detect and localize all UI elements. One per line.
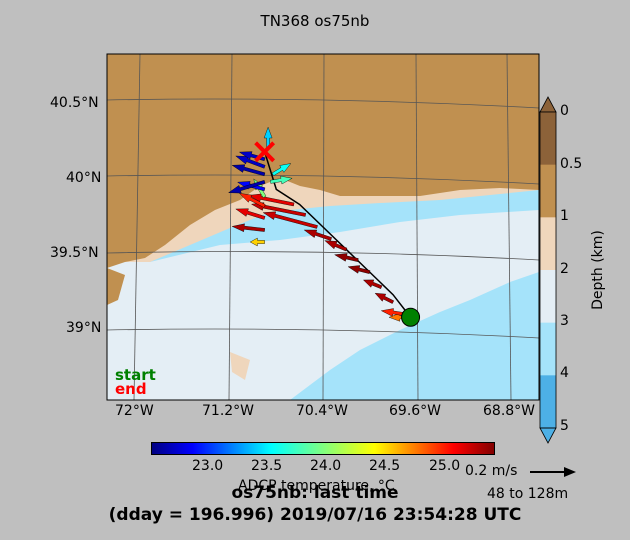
- footer-subtitle: os75nb: last time: [231, 483, 399, 503]
- depth-axis-label: Depth (km): [590, 230, 606, 310]
- depth-band: [540, 375, 556, 429]
- depth-tick: 0: [560, 103, 569, 119]
- current-vector: [249, 237, 265, 247]
- depth-band: [540, 164, 556, 218]
- depth-tick: 2: [560, 261, 569, 277]
- grid-line-lat-39.5: [107, 251, 539, 261]
- current-vector: [235, 208, 266, 220]
- current-vector: [231, 164, 266, 177]
- speed-scale-label: 0.2 m/s: [465, 463, 518, 479]
- depth-range-label: 48 to 128m: [487, 486, 569, 502]
- current-vector: [248, 193, 295, 207]
- current-vector: [263, 126, 273, 150]
- grid-line-lon-72: [133, 54, 141, 400]
- speed-scale-arrow: [530, 467, 576, 477]
- grid-line-lat-40.5: [107, 98, 539, 109]
- depth-band: [540, 217, 556, 271]
- depth-band: [540, 322, 556, 376]
- legend-end: end: [115, 380, 147, 398]
- temp-tick: 24.0: [310, 458, 342, 474]
- current-vector: [362, 279, 383, 289]
- y-tick: 39°N: [66, 320, 102, 336]
- ship-track: [263, 151, 412, 318]
- y-tick: 40°N: [66, 170, 102, 186]
- track-line: [263, 151, 412, 318]
- temp-tick: 23.5: [251, 458, 283, 474]
- x-tick: 70.4°W: [296, 403, 349, 419]
- grid-line-lat-40: [107, 174, 539, 185]
- current-vectors: [227, 126, 411, 322]
- depth-colorbar-frame: [539, 111, 557, 429]
- current-vector: [333, 253, 359, 262]
- x-tick: 69.6°W: [389, 403, 442, 419]
- depth-tick: 4: [560, 365, 569, 381]
- temperature-colorbar: [151, 442, 495, 455]
- current-vector: [227, 180, 266, 194]
- grid-line-lon-71.2: [228, 54, 233, 400]
- current-vector: [271, 163, 292, 176]
- current-vector: [231, 223, 266, 232]
- depth-band: [540, 112, 556, 166]
- footer-timestamp: (dday = 196.996) 2019/07/16 23:54:28 UTC: [108, 505, 522, 525]
- y-tick: 40.5°N: [50, 95, 99, 111]
- x-tick: 72°W: [115, 403, 154, 419]
- depth-tick: 3: [560, 313, 569, 329]
- map-frame: [106, 53, 540, 401]
- grid-line-lon-68.8: [506, 54, 512, 400]
- current-vector: [269, 175, 293, 185]
- depth-tick: 5: [560, 418, 569, 434]
- island: [107, 268, 125, 305]
- current-vector: [324, 240, 348, 252]
- grid-line-lon-69.6: [415, 54, 419, 400]
- current-vector: [347, 265, 371, 274]
- x-tick: 71.2°W: [202, 403, 255, 419]
- depth-extend-top: [539, 96, 557, 113]
- temp-tick: 23.0: [192, 458, 224, 474]
- y-tick: 39.5°N: [50, 245, 99, 261]
- current-vector: [238, 193, 266, 208]
- depth-extend-bottom: [539, 427, 557, 444]
- current-vector: [262, 211, 318, 229]
- shelf-pocket: [230, 352, 250, 380]
- x-tick: 68.8°W: [483, 403, 536, 419]
- start-marker: [401, 307, 421, 327]
- temp-tick: 24.5: [369, 458, 401, 474]
- chart-title: TN368 os75nb: [260, 12, 370, 30]
- depth-tick: 1: [560, 208, 569, 224]
- markers: [254, 141, 421, 327]
- depth-colorbar: [539, 96, 557, 444]
- legend-start: start: [115, 366, 156, 384]
- current-vector: [374, 292, 395, 304]
- depth-tick: 0.5: [560, 156, 583, 172]
- depth-band: [540, 270, 556, 324]
- current-vector: [235, 155, 266, 169]
- temp-tick: 25.0: [429, 458, 461, 474]
- temp-axis-label: ADCP temperature, °C: [238, 478, 395, 494]
- land: [107, 54, 539, 268]
- current-vector: [303, 229, 332, 241]
- end-marker: [254, 141, 276, 163]
